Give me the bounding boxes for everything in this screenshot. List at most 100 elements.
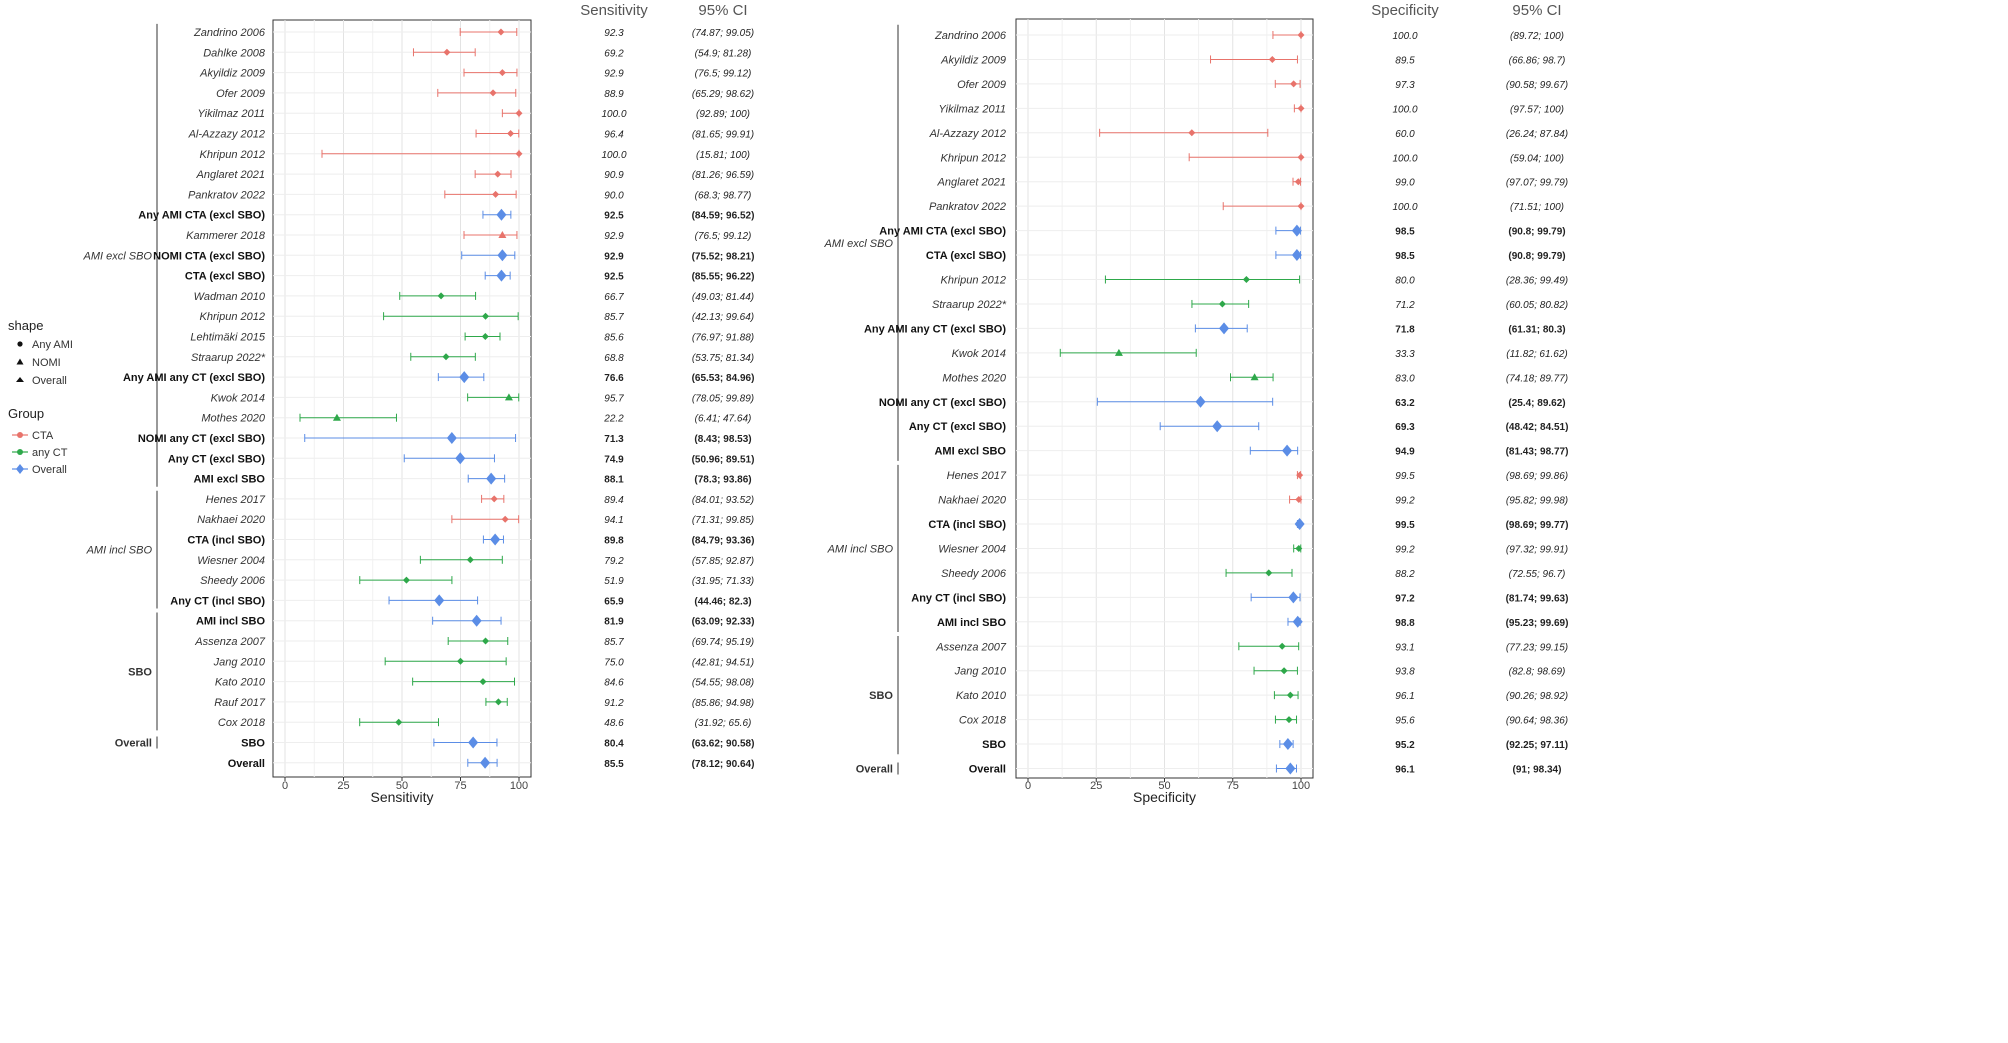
row-ci: (66.86; 98.7)	[1509, 55, 1566, 66]
row-label: AMI excl SBO	[193, 474, 265, 486]
point-estimate-marker	[1280, 667, 1288, 675]
point-estimate-marker	[1250, 373, 1259, 381]
row-label: Kato 2010	[215, 677, 266, 689]
row-value: 99.2	[1395, 544, 1415, 555]
point-estimate-marker	[402, 576, 410, 584]
row-label: Rauf 2017	[214, 697, 266, 709]
row-label: CTA (incl SBO)	[928, 519, 1006, 531]
row-ci: (61.31; 80.3)	[1508, 324, 1565, 335]
row-ci: (50.96; 89.51)	[692, 454, 755, 465]
row-label: Akyildiz 2009	[199, 68, 265, 80]
row-ci: (65.53; 84.96)	[692, 373, 755, 384]
point-estimate-marker	[504, 393, 513, 401]
row-value: 99.5	[1395, 471, 1415, 482]
row-ci: (95.82; 99.98)	[1506, 496, 1568, 507]
row-ci: (76.5; 99.12)	[695, 69, 752, 80]
row-label: NOMI CTA (excl SBO)	[153, 250, 265, 262]
point-estimate-marker	[1219, 322, 1230, 335]
row-label: Sheedy 2006	[941, 568, 1007, 580]
row-ci: (8.43; 98.53)	[694, 434, 751, 445]
ci-column-header: 95% CI	[698, 2, 747, 19]
row-label: Any CT (incl SBO)	[911, 592, 1006, 604]
point-estimate-marker	[1212, 420, 1223, 433]
row-label: Jang 2010	[954, 666, 1007, 678]
row-value: 92.9	[604, 251, 624, 262]
row-ci: (59.04; 100)	[1510, 153, 1564, 164]
row-ci: (54.55; 98.08)	[692, 678, 754, 689]
row-ci: (53.75; 81.34)	[692, 353, 754, 364]
point-estimate-marker	[434, 594, 445, 607]
row-ci: (84.79; 93.36)	[692, 536, 755, 547]
row-ci: (69.74; 95.19)	[692, 637, 754, 648]
row-value: 76.6	[604, 373, 624, 384]
row-value: 95.2	[1395, 740, 1415, 751]
row-value: 89.8	[604, 536, 624, 547]
row-label: Akyildiz 2009	[940, 54, 1006, 66]
row-ci: (31.92; 65.6)	[695, 718, 752, 729]
row-ci: (81.65; 99.91)	[692, 130, 754, 141]
row-ci: (98.69; 99.86)	[1506, 471, 1568, 482]
row-ci: (75.52; 98.21)	[692, 251, 755, 262]
row-label: Nakhaei 2020	[197, 514, 266, 526]
row-ci: (68.3; 98.77)	[695, 190, 752, 201]
row-ci: (81.43; 98.77)	[1506, 447, 1569, 458]
row-value: 80.4	[604, 739, 624, 750]
row-value: 33.3	[1395, 349, 1415, 360]
point-estimate-marker	[1268, 55, 1276, 63]
point-estimate-marker	[1294, 178, 1302, 186]
row-ci: (63.09; 92.33)	[692, 617, 755, 628]
row-ci: (74.87; 99.05)	[692, 28, 754, 39]
point-estimate-marker	[494, 170, 502, 178]
point-estimate-marker	[479, 678, 487, 686]
point-estimate-marker	[1295, 496, 1303, 504]
point-estimate-marker	[481, 333, 489, 340]
point-estimate-marker	[1297, 104, 1305, 112]
point-estimate-marker	[1195, 395, 1206, 408]
row-ci: (28.36; 99.49)	[1506, 276, 1568, 287]
row-label: Lehtimäki 2015	[190, 332, 265, 344]
sensitivity-forest-panel: 0 25 50 75 100 Sensitivity Sensitivity 95% CI AM…	[83, 2, 755, 805]
row-value: 85.6	[604, 333, 624, 344]
row-label: NOMI any CT (excl SBO)	[879, 397, 1006, 409]
row-ci: (95.23; 99.69)	[1506, 618, 1569, 629]
point-estimate-marker	[498, 231, 507, 238]
point-estimate-marker	[496, 269, 507, 282]
point-estimate-marker	[1291, 224, 1302, 237]
row-ci: (90.64; 98.36)	[1506, 716, 1568, 727]
row-value: 99.0	[1395, 178, 1415, 189]
legend-shape-overall-icon	[16, 377, 24, 382]
point-estimate-marker	[466, 556, 474, 564]
x-tick-label: 0	[282, 780, 288, 792]
row-ci: (76.97; 91.88)	[692, 333, 754, 344]
row-label: Al-Azzazy 2012	[929, 128, 1006, 140]
row-value: 85.7	[604, 637, 624, 648]
row-ci: (72.55; 96.7)	[1509, 569, 1566, 580]
row-value: 71.8	[1395, 324, 1415, 335]
row-value: 100.0	[1392, 153, 1417, 164]
legend-group-icon	[17, 432, 23, 438]
row-value: 92.5	[604, 211, 624, 222]
x-tick-label: 75	[454, 780, 466, 792]
row-label: Anglaret 2021	[937, 177, 1007, 189]
point-estimate-marker	[1282, 738, 1293, 751]
row-label: Any AMI any CT (excl SBO)	[123, 372, 265, 384]
row-value: 74.9	[604, 454, 624, 465]
row-ci: (42.81; 94.51)	[692, 657, 754, 668]
group-label-ami-incl-sbo: AMI incl SBO	[827, 543, 894, 555]
sensitivity-x-axis-label: Sensitivity	[370, 789, 433, 805]
row-label: Khripun 2012	[200, 149, 265, 161]
row-value: 94.1	[604, 515, 623, 526]
row-ci: (42.13; 99.64)	[692, 312, 754, 323]
row-ci: (97.07; 99.79)	[1506, 178, 1568, 189]
legend-group-overall-icon	[16, 464, 24, 474]
row-ci: (84.59; 96.52)	[692, 211, 755, 222]
row-value: 90.0	[604, 190, 624, 201]
row-value: 88.9	[604, 89, 624, 100]
row-value: 100.0	[601, 150, 626, 161]
point-estimate-marker	[507, 130, 515, 137]
row-value: 63.2	[1395, 398, 1415, 409]
row-label: Assenza 2007	[194, 636, 266, 648]
row-label: Khripun 2012	[941, 275, 1006, 287]
row-value: 100.0	[1392, 202, 1417, 213]
row-value: 90.9	[604, 170, 624, 181]
